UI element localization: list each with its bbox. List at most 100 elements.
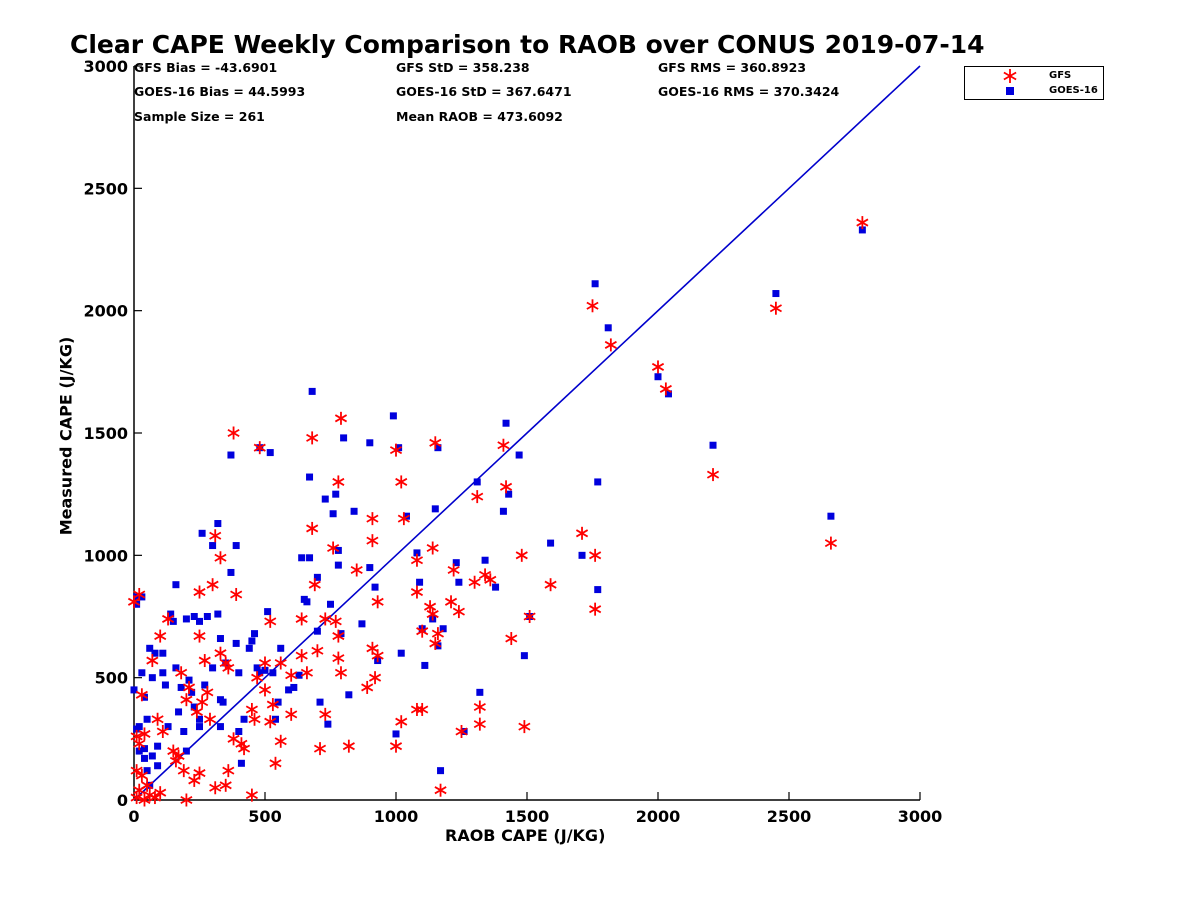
goes16-point	[167, 610, 175, 618]
gfs-point	[135, 688, 148, 702]
gfs-point	[133, 587, 146, 601]
goes16-point	[295, 671, 303, 679]
gfs-point	[604, 338, 617, 352]
goes16-point	[515, 451, 523, 459]
x-tick-label: 2500	[767, 807, 812, 826]
goes16-square-icon	[1006, 87, 1014, 95]
y-tick-label: 1500	[83, 424, 128, 443]
sample-size-stat: Sample Size = 261	[134, 109, 265, 124]
gfs-point	[133, 783, 146, 797]
goes16-point	[148, 674, 156, 682]
goes16-point	[772, 290, 780, 298]
goes16-point	[232, 542, 240, 550]
legend: GFS GOES-16	[964, 66, 1104, 100]
goes16-point	[216, 723, 224, 731]
goes16-point	[135, 747, 143, 755]
gfs-point	[285, 668, 298, 682]
goes16-point	[264, 608, 272, 616]
gfs-std-stat: GFS StD = 358.238	[396, 60, 530, 75]
goes16-point	[266, 449, 274, 457]
goes16-point	[190, 613, 198, 620]
goes16-point	[520, 652, 528, 660]
gfs-point	[484, 573, 497, 587]
gfs-point	[274, 734, 287, 748]
y-tick-label: 2000	[83, 302, 128, 321]
gfs-point	[319, 612, 332, 626]
gfs-point	[327, 541, 340, 555]
gfs-point	[334, 666, 348, 680]
gfs-point	[285, 707, 298, 721]
goes16-point	[140, 745, 148, 753]
gfs-point	[227, 426, 240, 440]
gfs-point	[444, 595, 458, 609]
gfs-point	[193, 629, 206, 643]
gfs-point	[311, 644, 324, 658]
gfs-point	[214, 551, 227, 565]
gfs-point	[222, 764, 235, 778]
gfs-point	[769, 301, 782, 315]
gfs-point	[342, 739, 355, 753]
gfs-point	[452, 605, 465, 619]
goes16-point	[203, 613, 211, 620]
goes16-point	[216, 635, 224, 643]
gfs-point	[319, 707, 332, 721]
goes16-point	[416, 578, 424, 586]
gfs-point	[295, 649, 308, 663]
goes16-point	[209, 664, 217, 672]
gfs-point	[468, 575, 481, 589]
goes16-point	[499, 507, 507, 515]
gfs-point	[230, 587, 243, 601]
gfs-point	[473, 717, 486, 731]
goes16-point	[198, 529, 206, 537]
goes16-point	[159, 649, 167, 657]
goes16-point	[329, 510, 337, 518]
goes16-point	[214, 610, 222, 618]
gfs-point	[518, 720, 531, 734]
goes16-point	[175, 708, 183, 716]
goes16-point	[164, 723, 172, 731]
goes16-point	[277, 644, 285, 652]
goes16-point	[185, 676, 193, 684]
y-tick-label: 500	[95, 669, 128, 688]
gfs-point	[416, 624, 429, 638]
goes16-point	[664, 390, 672, 398]
goes16-point	[209, 542, 217, 550]
goes16-point	[439, 625, 447, 633]
gfs-point	[308, 578, 321, 592]
gfs-point	[130, 729, 143, 743]
gfs-point	[473, 700, 486, 714]
goes16-point	[455, 578, 463, 586]
goes16-point	[324, 720, 332, 728]
gfs-point	[471, 490, 484, 504]
gfs-point	[423, 600, 437, 614]
goes16-point	[332, 490, 340, 498]
goes16-point	[709, 441, 717, 449]
goes-rms-stat: GOES-16 RMS = 370.3424	[658, 84, 840, 99]
gfs-point	[306, 521, 319, 535]
gfs-point	[389, 739, 403, 753]
gfs-point	[130, 764, 143, 778]
gfs-point	[146, 654, 159, 668]
gfs-point	[589, 548, 602, 562]
one-to-one-line	[133, 65, 921, 801]
gfs-point	[269, 756, 282, 770]
gfs-point	[237, 742, 251, 756]
gfs-point	[395, 715, 408, 729]
goes16-point	[306, 473, 314, 481]
gfs-point	[368, 671, 382, 685]
goes16-point	[437, 767, 445, 775]
goes16-point	[251, 630, 259, 638]
gfs-point	[130, 791, 143, 805]
gfs-point	[138, 793, 151, 807]
goes16-point	[604, 324, 612, 332]
gfs-point	[479, 568, 492, 582]
goes16-point	[146, 781, 154, 789]
goes16-point	[505, 490, 513, 498]
gfs-point	[447, 563, 460, 577]
gfs-point	[329, 614, 342, 628]
x-tick-label: 0	[128, 807, 139, 826]
gfs-point	[429, 436, 442, 450]
goes16-point	[130, 686, 138, 694]
goes16-point	[151, 649, 159, 657]
